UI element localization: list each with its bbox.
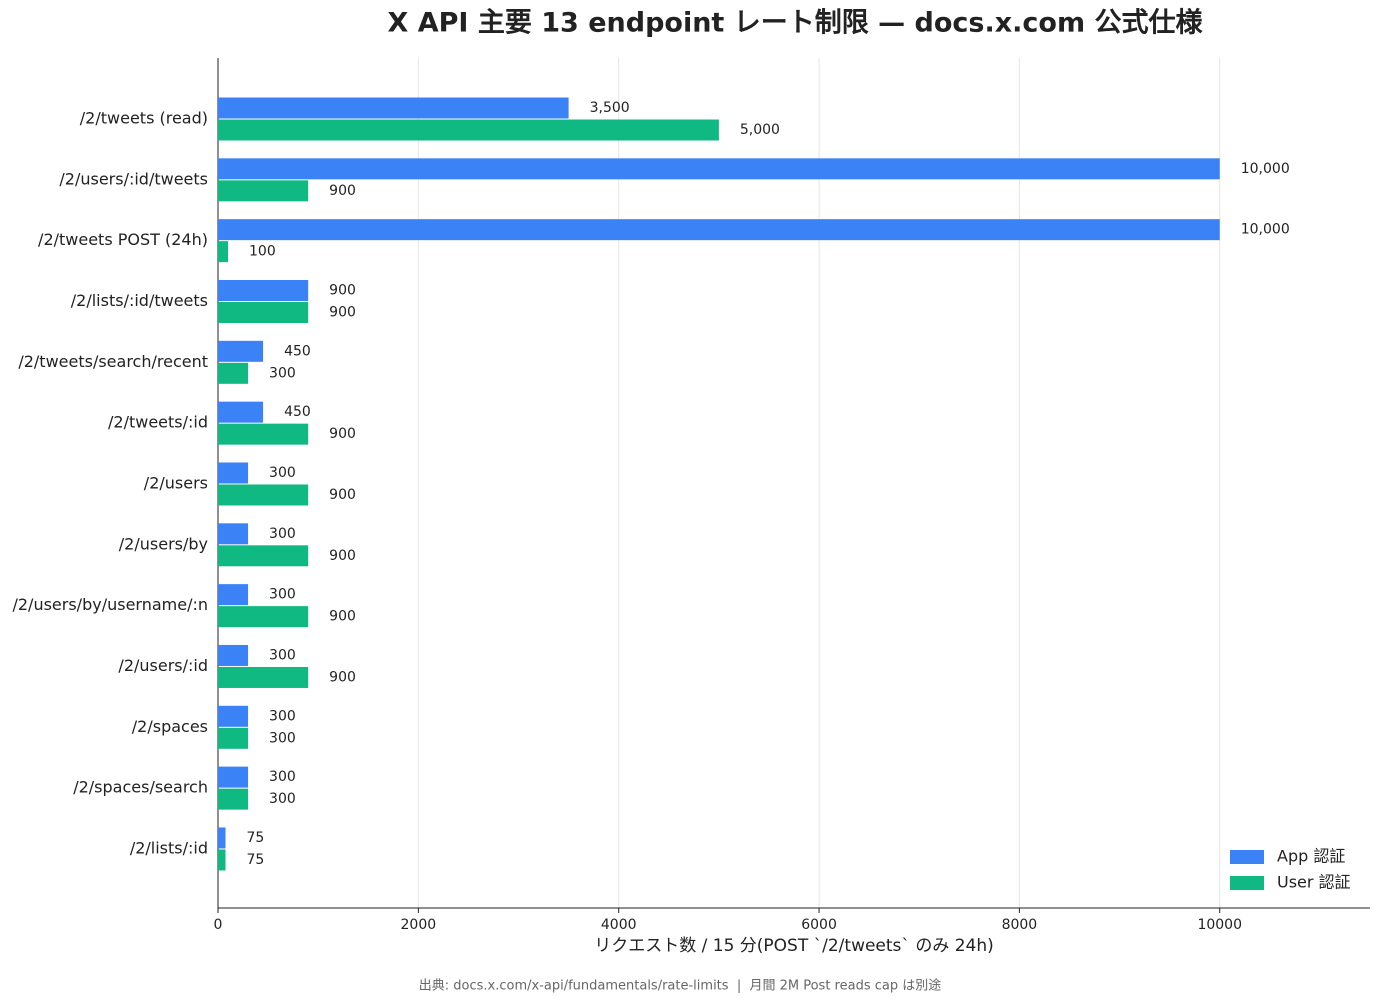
- value-label: 900: [329, 609, 356, 625]
- legend-label: User 認証: [1277, 873, 1351, 892]
- x-tick-label: 2000: [401, 917, 437, 933]
- value-label: 300: [269, 769, 296, 785]
- value-label: 900: [329, 304, 356, 320]
- value-label: 900: [329, 183, 356, 199]
- bar: [218, 219, 1220, 241]
- y-tick-label: /2/users/by/username/:n: [12, 595, 208, 614]
- bar: [218, 241, 229, 263]
- bar: [218, 827, 226, 849]
- bar: [218, 362, 249, 384]
- y-tick-label: /2/spaces: [132, 717, 208, 736]
- bar: [218, 97, 569, 119]
- value-label: 10,000: [1241, 222, 1290, 238]
- bar: [218, 340, 264, 362]
- bar: [218, 180, 309, 202]
- legend-swatch: [1230, 876, 1264, 890]
- bar: [218, 301, 309, 323]
- source-note: 出典: docs.x.com/x-api/fundamentals/rate-l…: [419, 978, 941, 994]
- value-label: 100: [249, 244, 276, 260]
- bar: [218, 666, 309, 688]
- value-label: 300: [269, 465, 296, 481]
- bar: [218, 545, 309, 567]
- bar: [218, 849, 226, 871]
- y-tick-label: /2/tweets (read): [80, 109, 208, 128]
- bar: [218, 462, 249, 484]
- bar: [218, 423, 309, 445]
- y-tick-label: /2/users/by: [119, 534, 208, 553]
- value-label: 300: [269, 365, 296, 381]
- x-axis-label: リクエスト数 / 15 分(POST `/2/tweets` のみ 24h): [594, 936, 994, 956]
- bar: [218, 484, 309, 506]
- value-label: 450: [284, 404, 311, 420]
- y-tick-label: /2/tweets/search/recent: [18, 352, 208, 371]
- bar: [218, 158, 1220, 180]
- value-label: 300: [269, 647, 296, 663]
- value-label: 75: [247, 830, 265, 846]
- x-tick-label: 0: [214, 917, 223, 933]
- x-tick-label: 8000: [1002, 917, 1038, 933]
- chart-title: X API 主要 13 endpoint レート制限 — docs.x.com …: [387, 8, 1203, 39]
- value-label: 300: [269, 730, 296, 746]
- value-label: 900: [329, 487, 356, 503]
- value-label: 900: [329, 669, 356, 685]
- bar: [218, 727, 249, 749]
- bar: [218, 644, 249, 666]
- value-label: 5,000: [740, 122, 780, 138]
- bar: [218, 584, 249, 606]
- value-label: 900: [329, 282, 356, 298]
- bar: [218, 606, 309, 628]
- bar: [218, 705, 249, 727]
- y-tick-label: /2/spaces/search: [73, 778, 208, 797]
- y-tick-label: /2/users/:id/tweets: [59, 169, 208, 188]
- value-label: 300: [269, 708, 296, 724]
- legend-swatch: [1230, 850, 1264, 864]
- value-label: 300: [269, 526, 296, 542]
- bar: [218, 788, 249, 810]
- y-tick-label: /2/lists/:id: [130, 838, 208, 857]
- y-tick-label: /2/users/:id: [118, 656, 208, 675]
- value-label: 450: [284, 343, 311, 359]
- bar: [218, 766, 249, 788]
- value-label: 10,000: [1241, 161, 1290, 177]
- x-tick-label: 10000: [1197, 917, 1242, 933]
- y-tick-label: /2/users: [144, 473, 208, 492]
- bar: [218, 401, 264, 423]
- value-label: 900: [329, 426, 356, 442]
- y-tick-label: /2/lists/:id/tweets: [71, 291, 208, 310]
- y-tick-label: /2/tweets/:id: [108, 413, 208, 432]
- legend-label: App 認証: [1277, 847, 1345, 866]
- x-tick-label: 6000: [801, 917, 837, 933]
- x-tick-label: 4000: [601, 917, 637, 933]
- value-label: 300: [269, 587, 296, 603]
- y-tick-label: /2/tweets POST (24h): [38, 230, 208, 249]
- bar: [218, 279, 309, 301]
- value-label: 300: [269, 791, 296, 807]
- bar: [218, 523, 249, 545]
- value-label: 3,500: [590, 100, 630, 116]
- bar: [218, 119, 719, 141]
- value-label: 900: [329, 548, 356, 564]
- value-label: 75: [247, 852, 265, 868]
